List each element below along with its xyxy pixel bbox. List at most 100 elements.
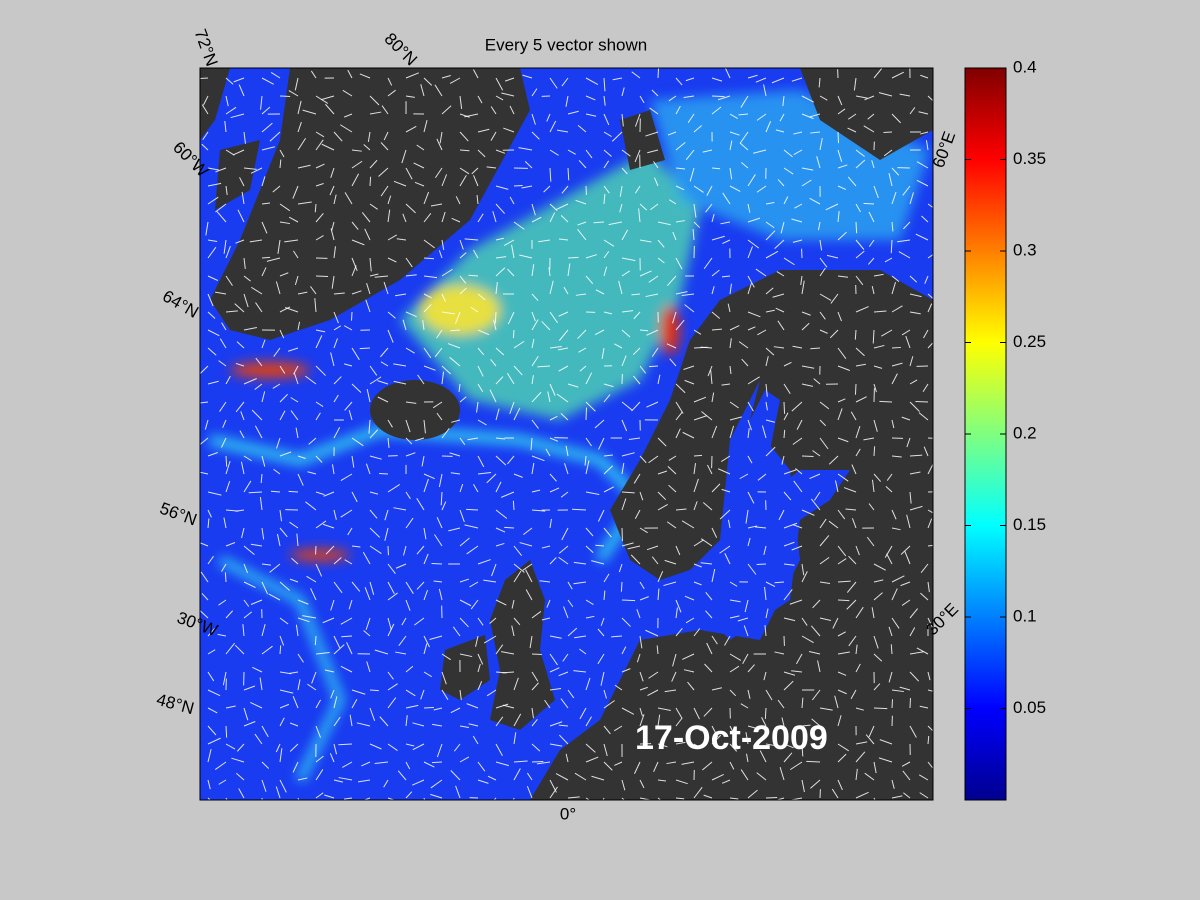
vector: [855, 644, 858, 655]
vector: [466, 508, 479, 511]
vector: [519, 254, 533, 259]
vector: [657, 571, 664, 583]
vector: [405, 95, 415, 98]
vector: [711, 725, 719, 738]
vector: [567, 167, 570, 181]
vector: [783, 429, 786, 439]
vector: [651, 347, 659, 357]
vector: [276, 533, 281, 547]
vector: [261, 779, 267, 792]
vector: [295, 427, 299, 439]
vector: [639, 270, 652, 277]
vector: [585, 401, 596, 412]
vector: [243, 293, 249, 308]
vector: [495, 527, 506, 533]
vector: [243, 257, 246, 270]
vector: [249, 239, 263, 243]
vector: [747, 537, 751, 547]
vector: [631, 71, 641, 79]
vector: [261, 797, 263, 800]
vector: [393, 180, 407, 187]
vector: [721, 275, 731, 278]
vector: [333, 394, 339, 403]
vector: [243, 455, 252, 462]
vector: [361, 212, 371, 223]
vector: [850, 411, 857, 421]
vector: [891, 795, 903, 799]
vector: [351, 221, 359, 230]
vector: [675, 628, 683, 637]
vector: [639, 581, 645, 590]
vector: [405, 517, 414, 529]
vector: [621, 401, 633, 411]
vector: [693, 725, 702, 732]
vector: [302, 615, 317, 619]
vector: [224, 572, 227, 583]
vector: [693, 581, 702, 586]
vector: [801, 697, 804, 709]
vector: [356, 722, 371, 727]
vector: [863, 202, 875, 205]
vector: [344, 363, 353, 367]
vector: [486, 166, 497, 169]
vector: [761, 425, 767, 439]
vector: [207, 555, 214, 565]
vector: [369, 257, 372, 272]
vector: [765, 287, 774, 295]
vector: [549, 345, 562, 349]
vector: [705, 591, 713, 601]
vector: [899, 686, 911, 691]
vector: [440, 491, 443, 506]
vector: [668, 199, 677, 205]
vector: [801, 779, 805, 793]
vector: [711, 392, 715, 403]
vector: [438, 588, 443, 601]
vector: [878, 92, 893, 97]
vector: [531, 419, 539, 429]
vector: [738, 341, 749, 349]
vector: [495, 282, 498, 295]
vector: [200, 571, 209, 583]
vector: [270, 72, 281, 79]
vector: [477, 419, 487, 426]
vector: [502, 704, 515, 709]
vector: [338, 777, 353, 781]
vector: [819, 267, 826, 277]
vector: [315, 335, 323, 349]
vector: [477, 455, 485, 468]
vector: [207, 707, 218, 714]
vector: [902, 185, 911, 196]
vector: [847, 127, 857, 133]
vector: [423, 527, 427, 540]
vector: [711, 286, 715, 295]
vector: [829, 329, 839, 339]
vector: [765, 689, 773, 701]
vector: [315, 563, 323, 577]
vector: [546, 113, 551, 122]
vector: [854, 329, 857, 340]
vector: [490, 131, 497, 141]
vector: [468, 274, 479, 277]
vector: [441, 239, 445, 251]
vector: [436, 138, 443, 151]
vector: [747, 525, 758, 529]
vector: [215, 167, 227, 173]
vector: [666, 521, 677, 529]
vector: [585, 527, 594, 537]
vector: [344, 401, 353, 411]
vector: [864, 772, 875, 781]
vector: [909, 356, 914, 367]
vector: [657, 374, 661, 385]
vector: [207, 628, 216, 637]
vector: [207, 239, 218, 243]
vector: [207, 491, 222, 496]
vector: [237, 209, 245, 223]
vector: [423, 257, 435, 260]
vector: [780, 221, 785, 234]
vector: [819, 311, 826, 320]
vector: [387, 563, 396, 574]
vector: [639, 714, 645, 727]
vector: [891, 699, 894, 709]
land: [215, 140, 260, 210]
vector: [675, 105, 681, 115]
